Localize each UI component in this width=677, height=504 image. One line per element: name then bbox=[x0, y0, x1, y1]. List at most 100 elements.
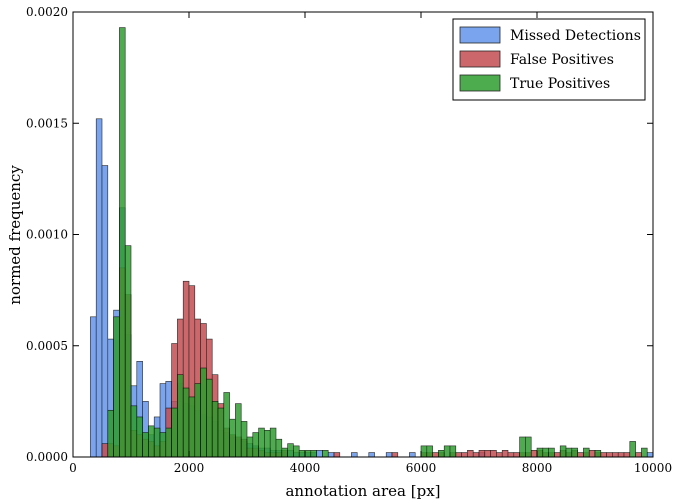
x-tick-label: 10000 bbox=[634, 461, 672, 475]
bar-series-0-bin-2 bbox=[101, 165, 109, 458]
bar-series-0-bin-43 bbox=[385, 452, 393, 458]
bar-series-2-bin-52 bbox=[629, 441, 636, 458]
bar-series-2-bin-25 bbox=[252, 432, 259, 458]
bar-series-2-bin-34 bbox=[304, 450, 312, 458]
legend-swatch-1 bbox=[459, 50, 501, 68]
y-tick-label: 0.0015 bbox=[26, 116, 68, 130]
bar-series-1-bin-36 bbox=[432, 452, 439, 458]
bar-series-2-bin-20 bbox=[223, 392, 230, 458]
bar-series-2-bin-17 bbox=[206, 378, 213, 458]
bar-series-1-bin-60 bbox=[577, 452, 584, 458]
bar-series-2-bin-35 bbox=[310, 450, 317, 458]
bar-series-2-bin-49 bbox=[571, 447, 578, 458]
bar-series-2-bin-31 bbox=[287, 443, 294, 458]
bar-series-2-bin-39 bbox=[438, 450, 445, 458]
bar-series-2-bin-53 bbox=[641, 447, 648, 458]
bar-series-2-bin-51 bbox=[594, 450, 602, 458]
bar-series-2-bin-36 bbox=[322, 450, 329, 458]
bar-series-2-bin-5 bbox=[136, 416, 143, 458]
bar-series-2-bin-10 bbox=[165, 427, 172, 458]
bar-series-0-bin-46 bbox=[646, 452, 654, 458]
legend-label-0: Missed Detections bbox=[510, 28, 641, 44]
legend-swatch-2 bbox=[459, 74, 501, 92]
bar-series-2-bin-18 bbox=[211, 401, 219, 458]
bar-series-2-bin-44 bbox=[536, 447, 544, 458]
bar-series-1-bin-56 bbox=[554, 452, 561, 458]
bar-series-0-bin-44 bbox=[409, 452, 416, 458]
bar-series-2-bin-28 bbox=[269, 427, 277, 458]
bar-series-1-bin-41 bbox=[467, 450, 474, 458]
x-axis-title: annotation area [px] bbox=[285, 482, 440, 500]
bar-series-2-bin-47 bbox=[559, 445, 567, 458]
y-tick-label: 0.0010 bbox=[26, 228, 68, 242]
bar-series-2-bin-33 bbox=[298, 450, 306, 458]
series-2 bbox=[107, 27, 648, 458]
bar-series-2-bin-0 bbox=[107, 409, 114, 458]
bar-series-1-bin-47 bbox=[501, 450, 509, 458]
bar-series-2-bin-9 bbox=[159, 432, 167, 458]
bar-series-1-bin-68 bbox=[623, 452, 631, 458]
x-axis-ticks: 0 2000 4000 6000 8000 10000 bbox=[69, 12, 672, 475]
bar-series-2-bin-23 bbox=[240, 421, 248, 458]
bar-series-2-bin-7 bbox=[148, 425, 155, 458]
bar-series-2-bin-12 bbox=[177, 374, 184, 458]
y-tick-label: 0.0000 bbox=[26, 450, 68, 464]
bar-series-0-bin-42 bbox=[368, 452, 375, 458]
legend-label-1: False Positives bbox=[510, 52, 614, 68]
bar-series-1-bin-32 bbox=[333, 452, 341, 458]
x-tick-label: 6000 bbox=[406, 461, 437, 475]
bar-series-2-bin-21 bbox=[229, 418, 236, 458]
legend-label-2: True Positives bbox=[510, 76, 610, 92]
bar-series-2-bin-38 bbox=[426, 445, 433, 458]
bar-series-2-bin-11 bbox=[171, 407, 178, 458]
bar-series-1-bin-52 bbox=[530, 450, 538, 458]
bar-series-2-bin-32 bbox=[293, 445, 300, 458]
bar-series-1-bin-69 bbox=[635, 452, 642, 458]
bar-series-0-bin-0 bbox=[90, 316, 97, 458]
bar-series-2-bin-14 bbox=[188, 396, 196, 458]
bar-series-1-bin-40 bbox=[461, 452, 468, 458]
y-axis-ticks: 0.0000 0.0005 0.0010 0.0015 0.0020 bbox=[26, 5, 653, 464]
bar-series-0-bin-39 bbox=[316, 450, 323, 458]
bar-series-1-bin-65 bbox=[606, 452, 613, 458]
x-tick-label: 4000 bbox=[290, 461, 321, 475]
bar-series-2-bin-22 bbox=[235, 403, 242, 458]
bar-series-2-bin-4 bbox=[130, 405, 138, 458]
bar-series-2-bin-19 bbox=[217, 407, 225, 458]
x-tick-label: 0 bbox=[69, 461, 77, 475]
bar-series-1-bin-46 bbox=[496, 452, 503, 458]
bar-series-2-bin-1 bbox=[113, 316, 120, 458]
bar-series-2-bin-43 bbox=[525, 436, 532, 458]
bar-series-2-bin-16 bbox=[200, 367, 207, 458]
bar-series-1-bin-44 bbox=[484, 450, 491, 458]
bar-series-1-bin-48 bbox=[507, 452, 515, 458]
bar-series-1-bin-33 bbox=[391, 452, 399, 458]
bar-series-0-bin-41 bbox=[351, 452, 358, 458]
x-tick-label: 8000 bbox=[522, 461, 553, 475]
bar-series-2-bin-24 bbox=[246, 436, 254, 458]
bar-series-1-bin-0 bbox=[101, 443, 109, 458]
bar-series-2-bin-13 bbox=[182, 387, 190, 458]
bar-series-2-bin-15 bbox=[194, 383, 201, 458]
bar-series-0-bin-1 bbox=[95, 118, 103, 458]
bar-series-2-bin-41 bbox=[449, 445, 457, 458]
bar-series-2-bin-46 bbox=[548, 447, 555, 458]
legend: Missed Detections False Positives True Pos… bbox=[452, 18, 646, 101]
bar-series-1-bin-67 bbox=[617, 452, 625, 458]
bar-series-2-bin-45 bbox=[542, 447, 549, 458]
bar-series-2-bin-40 bbox=[443, 445, 451, 458]
bar-series-1-bin-64 bbox=[600, 452, 607, 458]
y-tick-label: 0.0020 bbox=[26, 5, 68, 19]
bar-series-2-bin-8 bbox=[153, 427, 161, 458]
bar-series-1-bin-43 bbox=[478, 450, 486, 458]
y-tick-label: 0.0005 bbox=[26, 339, 68, 353]
bar-series-2-bin-30 bbox=[281, 447, 288, 458]
bar-series-2-bin-6 bbox=[142, 432, 149, 458]
bar-series-0-bin-40 bbox=[327, 452, 335, 458]
bar-series-2-bin-48 bbox=[565, 447, 573, 458]
bar-series-1-bin-42 bbox=[472, 452, 480, 458]
bar-series-2-bin-42 bbox=[519, 436, 526, 458]
bar-series-2-bin-37 bbox=[420, 445, 428, 458]
bar-series-1-bin-49 bbox=[513, 452, 520, 458]
